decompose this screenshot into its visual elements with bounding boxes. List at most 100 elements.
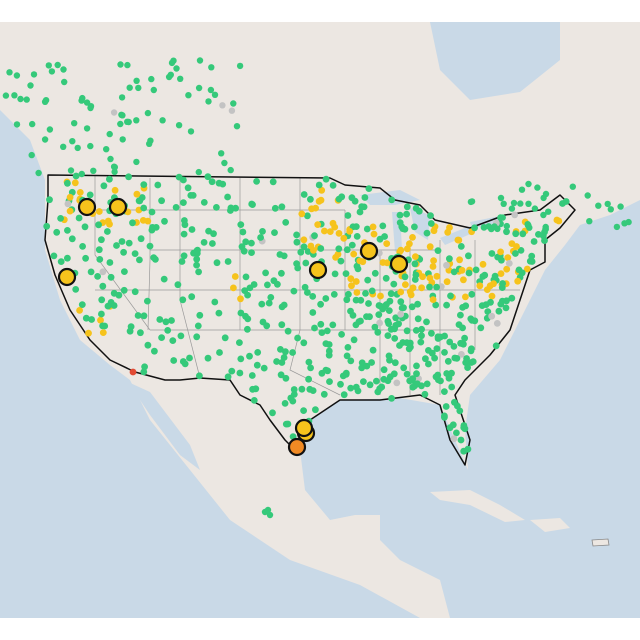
monitor-dot <box>193 247 201 255</box>
monitor-dot <box>87 268 95 276</box>
monitor-dot <box>317 300 324 308</box>
monitor-dot <box>293 231 300 239</box>
monitor-dot <box>230 284 237 292</box>
monitor-dot <box>224 373 232 381</box>
monitor-dot <box>210 230 217 238</box>
monitor-dot <box>408 303 416 311</box>
monitor-dot <box>230 100 237 107</box>
monitor-dot <box>531 205 539 212</box>
monitor-dot <box>350 250 358 258</box>
monitor-dot <box>99 282 107 290</box>
monitor-dot <box>309 387 317 394</box>
monitor-dot <box>43 222 51 230</box>
monitor-dot <box>377 292 384 300</box>
monitor-dot <box>344 212 352 219</box>
monitor-dot <box>334 250 342 258</box>
monitor-dot <box>193 261 201 269</box>
monitor-dot <box>414 315 422 323</box>
monitor-dot <box>442 403 450 410</box>
monitor-dot <box>423 229 431 237</box>
monitor-alert <box>108 197 128 217</box>
monitor-dot <box>569 183 576 190</box>
monitor-dot <box>302 259 310 267</box>
monitor-dot <box>335 245 343 253</box>
monitor-dot <box>335 230 343 237</box>
monitor-dot <box>412 253 419 260</box>
monitor-dot <box>530 238 538 245</box>
monitor-dot <box>518 186 526 193</box>
monitor-dot <box>386 356 393 364</box>
monitor-dot <box>375 311 383 318</box>
monitor-dot <box>211 298 219 306</box>
monitor-dot <box>246 352 253 360</box>
monitor-dot <box>196 311 204 319</box>
monitor-dot <box>266 511 274 519</box>
monitor-dot <box>95 246 103 254</box>
monitor-dot <box>329 182 337 189</box>
monitor-dot <box>99 322 106 330</box>
monitor-dot <box>219 102 226 109</box>
monitor-dot <box>309 309 317 316</box>
monitor-alert <box>389 254 409 274</box>
monitor-dot <box>499 280 506 287</box>
monitor-dot <box>356 257 364 265</box>
monitor-dot <box>314 221 322 229</box>
monitor-dot <box>342 270 350 277</box>
monitor-alert <box>308 260 328 280</box>
monitor-dot <box>213 204 220 211</box>
monitor-dot <box>342 370 350 378</box>
monitor-dot <box>457 339 464 347</box>
monitor-dot <box>97 316 104 324</box>
monitor-dot <box>453 429 460 437</box>
monitor-dot <box>456 256 463 264</box>
monitor-dot <box>391 359 399 367</box>
monitor-dot <box>111 186 119 194</box>
monitor-dot <box>290 287 298 295</box>
monitor-dot <box>380 375 388 383</box>
monitor-dot <box>376 319 383 327</box>
monitor-dot <box>236 62 244 70</box>
monitor-dot <box>490 280 497 288</box>
monitor-dot <box>457 436 465 444</box>
monitor-dot <box>458 266 466 274</box>
monitor-dot <box>310 247 317 254</box>
monitor-dot <box>224 193 232 201</box>
monitor-dot <box>417 338 425 346</box>
monitor-dot <box>469 358 477 365</box>
monitor-dot <box>403 210 410 218</box>
monitor-dot <box>107 155 114 163</box>
monitor-dot <box>468 290 476 298</box>
monitor-dot <box>347 384 355 392</box>
monitor-dot <box>196 57 204 64</box>
monitor-dot <box>64 200 72 208</box>
monitor-dot <box>462 293 469 301</box>
monitor-dot <box>48 68 56 75</box>
monitor-dot <box>177 75 184 83</box>
puerto-rico <box>591 538 610 547</box>
monitor-dot <box>64 254 71 262</box>
monitor-dot <box>518 269 526 277</box>
monitor-dot <box>467 198 475 206</box>
monitor-dot <box>309 293 317 300</box>
monitor-dot <box>242 273 250 281</box>
monitor-dot <box>301 283 309 291</box>
monitor-alert <box>294 418 314 438</box>
monitor-dot <box>161 217 168 225</box>
monitor-dot <box>144 297 151 305</box>
monitor-dot <box>187 128 195 135</box>
monitor-dot <box>447 292 454 300</box>
monitor-dot <box>425 347 432 354</box>
us-border <box>44 174 576 466</box>
monitor-dot <box>169 337 177 344</box>
monitor-dot <box>151 347 158 355</box>
monitor-dot <box>401 273 409 281</box>
monitor-dot <box>457 311 464 319</box>
monitor-dot <box>60 143 67 150</box>
monitor-dot <box>375 302 383 309</box>
monitor-dot <box>208 178 216 186</box>
monitor-dot <box>72 172 80 180</box>
monitor-dot <box>398 304 406 312</box>
monitor-dot <box>69 138 76 145</box>
monitor-dot <box>613 223 621 231</box>
monitor-dot <box>455 236 463 244</box>
